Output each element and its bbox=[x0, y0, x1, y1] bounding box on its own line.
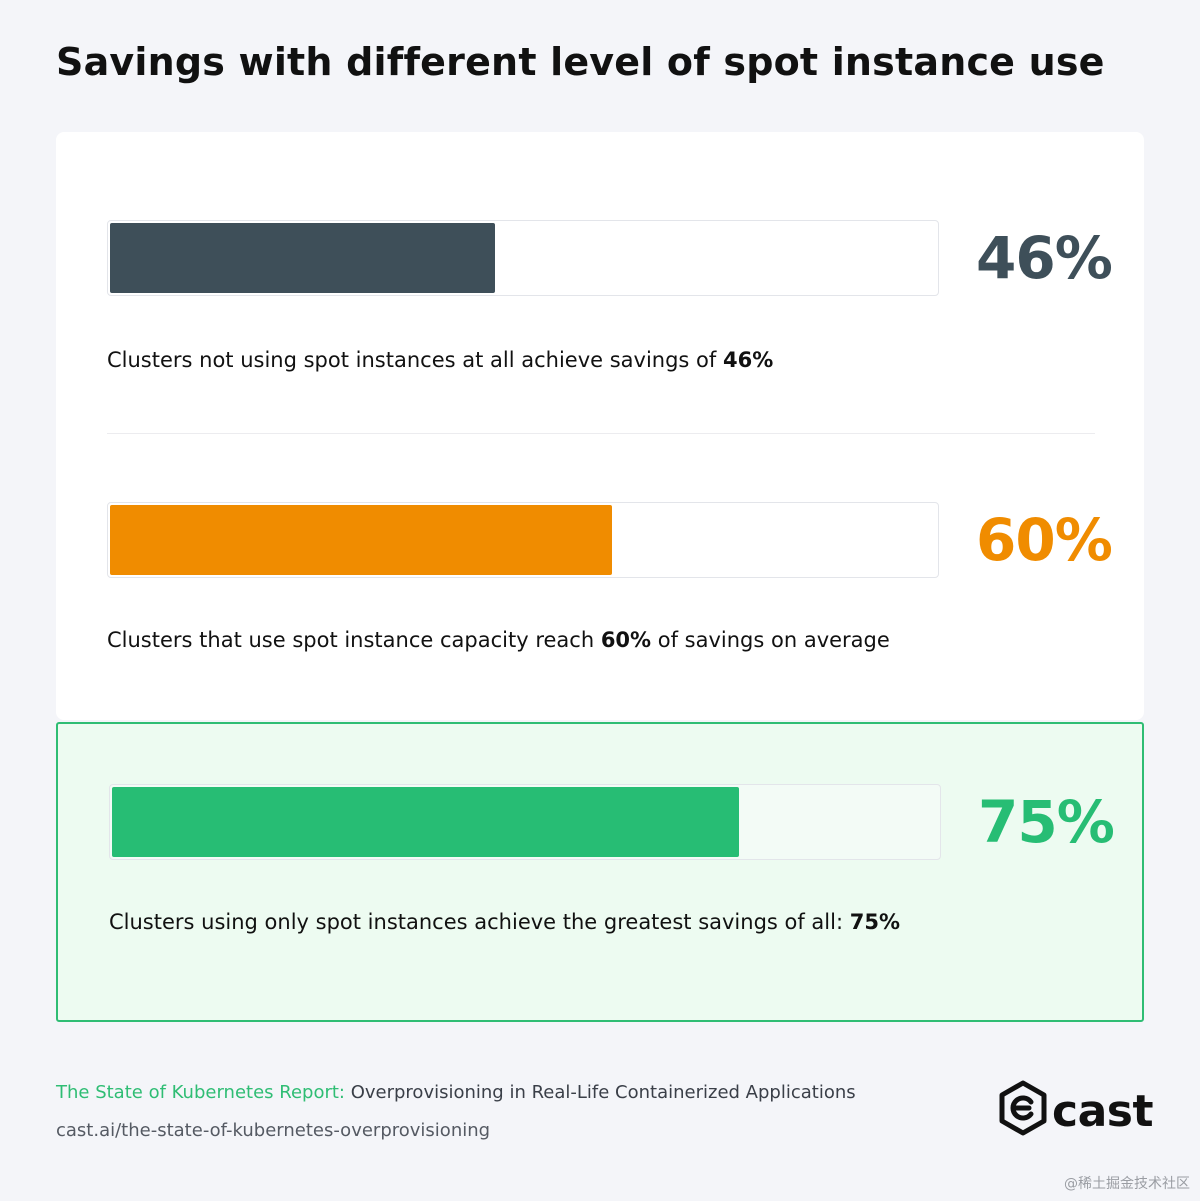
caption-value: 60% bbox=[600, 628, 652, 652]
bar-caption-1: Clusters not using spot instances at all… bbox=[107, 348, 773, 372]
bar-track-2 bbox=[107, 502, 939, 578]
bar-track-3 bbox=[109, 784, 941, 860]
report-title-rest: Overprovisioning in Real-Life Containeri… bbox=[344, 1082, 856, 1103]
bar-caption-3: Clusters using only spot instances achie… bbox=[109, 910, 900, 934]
bar-row-2: 60% Clusters that use spot instance capa… bbox=[56, 414, 1144, 664]
report-title-accent: The State of Kubernetes Report: bbox=[56, 1082, 345, 1103]
report-url[interactable]: cast.ai/the-state-of-kubernetes-overprov… bbox=[56, 1120, 491, 1141]
highlighted-chart-card: 75% Clusters using only spot instances a… bbox=[56, 722, 1144, 1022]
watermark: @稀土掘金技术社区 bbox=[1064, 1176, 1190, 1192]
bar-fill-1 bbox=[110, 223, 495, 293]
cast-logo-text: cast bbox=[1052, 1085, 1154, 1137]
bar-value-label-3: 75% bbox=[978, 788, 1115, 856]
caption-text: of savings on average bbox=[651, 628, 890, 652]
cast-logo-icon bbox=[998, 1080, 1048, 1142]
bar-fill-3 bbox=[112, 787, 739, 857]
caption-text: Clusters not using spot instances at all… bbox=[107, 348, 723, 372]
bar-track-1 bbox=[107, 220, 939, 296]
bar-row-3: 75% Clusters using only spot instances a… bbox=[58, 724, 1142, 974]
chart-card: 46% Clusters not using spot instances at… bbox=[56, 132, 1144, 720]
caption-text: Clusters that use spot instance capacity… bbox=[107, 628, 601, 652]
row-divider bbox=[107, 433, 1095, 434]
caption-value: 75% bbox=[849, 910, 900, 934]
bar-value-label-2: 60% bbox=[976, 506, 1113, 574]
page-title: Savings with different level of spot ins… bbox=[56, 40, 1105, 84]
report-source: The State of Kubernetes Report: Overprov… bbox=[56, 1082, 856, 1103]
bar-fill-2 bbox=[110, 505, 612, 575]
bar-row-1: 46% Clusters not using spot instances at… bbox=[56, 132, 1144, 382]
bar-value-label-1: 46% bbox=[976, 224, 1113, 292]
bar-caption-2: Clusters that use spot instance capacity… bbox=[107, 628, 890, 652]
cast-logo: cast bbox=[998, 1080, 1154, 1142]
caption-text: Clusters using only spot instances achie… bbox=[109, 910, 850, 934]
caption-value: 46% bbox=[722, 348, 774, 372]
